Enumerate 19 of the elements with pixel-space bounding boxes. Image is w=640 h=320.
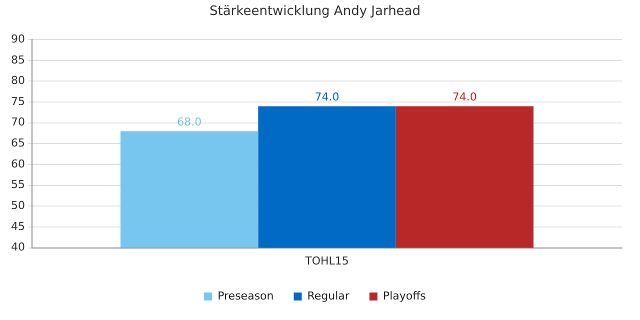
y-tick-label: 60 <box>10 157 25 170</box>
y-tick-label: 45 <box>10 220 25 233</box>
y-tick-label: 80 <box>10 74 25 88</box>
legend-label: Preseason <box>218 289 274 302</box>
data-label: 74.0 <box>452 90 477 104</box>
x-tick-label: TOHL15 <box>304 254 349 268</box>
y-tick-label: 75 <box>10 94 25 108</box>
y-tick-label: 50 <box>10 199 25 212</box>
y-tick-label: 70 <box>10 116 25 129</box>
y-tick-label: 55 <box>10 178 25 192</box>
legend-label: Regular <box>307 289 350 302</box>
data-label: 68.0 <box>177 116 202 129</box>
y-tick-label: 85 <box>10 53 25 66</box>
data-label: 74.0 <box>314 90 340 104</box>
y-tick-label: 65 <box>10 136 25 150</box>
y-tick-label: 40 <box>10 240 25 254</box>
y-tick-label: 90 <box>10 32 25 46</box>
legend-label: Playoffs <box>382 289 426 302</box>
chart-title: Stärkeentwicklung Andy Jarhead <box>209 4 421 20</box>
